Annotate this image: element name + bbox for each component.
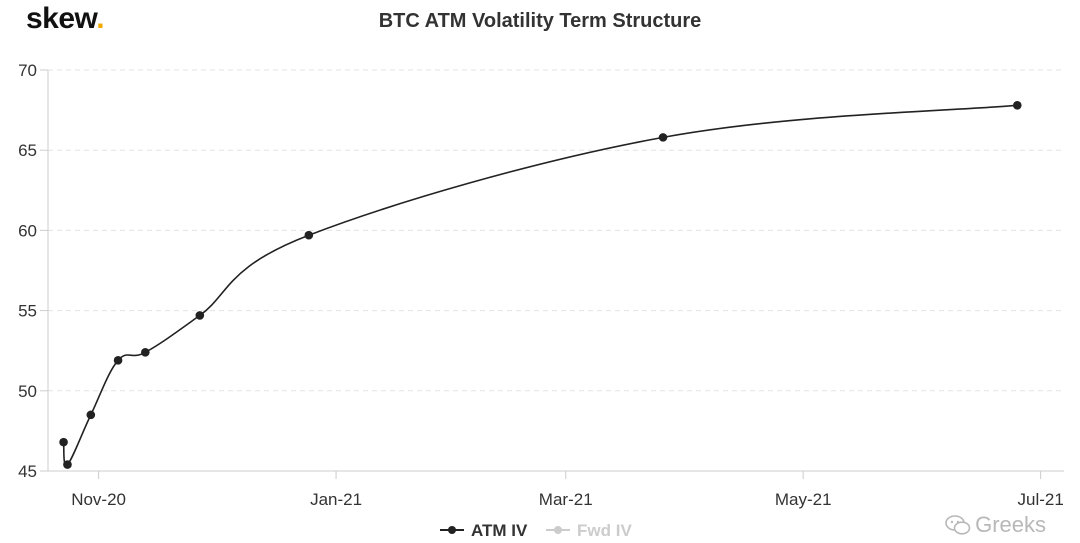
- y-tick-label: 60: [18, 221, 37, 240]
- x-tick-label: May-21: [775, 490, 832, 509]
- legend-item[interactable]: Fwd IV: [546, 521, 632, 540]
- legend-item[interactable]: ATM IV: [440, 521, 528, 540]
- series-layer: [59, 100, 1022, 469]
- axes: 45 50 55 60 65 70 Nov-20 Jan-21 Mar-21 May-21 Jul-…: [18, 61, 1064, 509]
- legend[interactable]: ATM IV Fwd IV: [440, 521, 632, 540]
- wechat-icon: [945, 515, 971, 535]
- watermark-text: Greeks: [975, 512, 1046, 537]
- legend-label: ATM IV: [471, 521, 528, 540]
- series-line-atm-iv: [62, 104, 1018, 466]
- data-point: [141, 348, 150, 357]
- y-tick-label: 50: [18, 382, 37, 401]
- data-point: [59, 437, 68, 447]
- data-point: [1012, 100, 1022, 110]
- x-tick-label: Jan-21: [310, 490, 362, 509]
- watermark: Greeks: [945, 512, 1046, 538]
- data-point: [113, 356, 123, 365]
- legend-marker: [554, 526, 562, 534]
- legend-label: Fwd IV: [577, 521, 632, 540]
- data-point: [304, 230, 314, 240]
- legend-marker: [448, 526, 456, 534]
- y-tick-label: 65: [18, 141, 37, 160]
- data-point: [658, 133, 668, 142]
- y-tick-label: 45: [18, 462, 37, 481]
- x-tick-label: Jul-21: [1017, 490, 1063, 509]
- y-tick-label: 70: [18, 61, 37, 80]
- x-tick-label: Nov-20: [71, 490, 126, 509]
- skew-logo: skew.: [26, 2, 105, 35]
- x-tick-label: Mar-21: [539, 490, 593, 509]
- data-point: [63, 460, 72, 469]
- data-point: [86, 410, 96, 420]
- data-point: [195, 311, 205, 320]
- chart-title: BTC ATM Volatility Term Structure: [378, 10, 702, 32]
- grid: [48, 69, 1064, 392]
- y-tick-label: 55: [18, 302, 37, 321]
